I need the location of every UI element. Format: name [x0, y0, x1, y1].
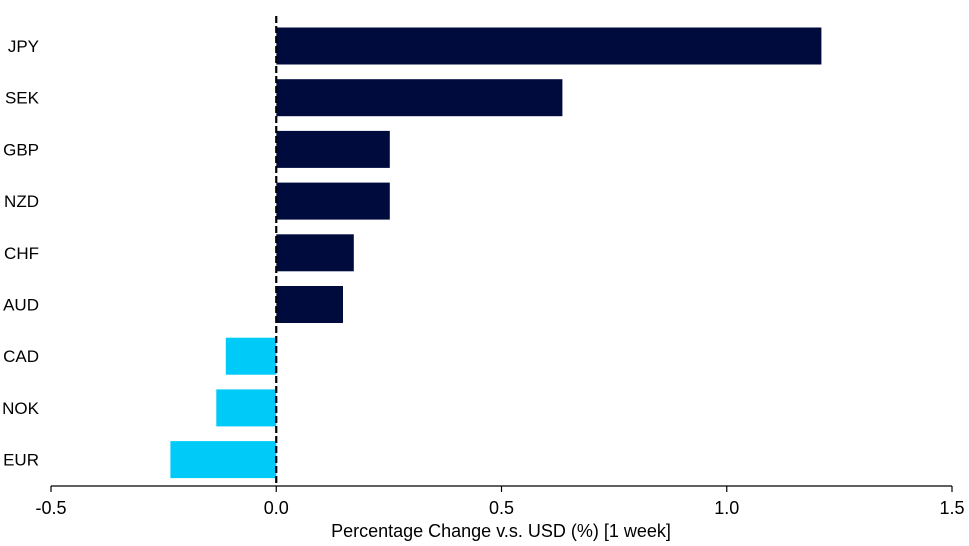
category-label-nok: NOK	[2, 399, 40, 418]
category-label-cad: CAD	[3, 347, 39, 366]
bar-jpy	[276, 27, 822, 65]
bar-sek	[276, 79, 563, 117]
x-tick-label: -0.5	[35, 498, 66, 518]
category-label-gbp: GBP	[3, 140, 39, 159]
x-axis-title: Percentage Change v.s. USD (%) [1 week]	[331, 521, 671, 541]
bar-nzd	[276, 182, 390, 220]
bar-cad	[225, 337, 277, 375]
category-label-jpy: JPY	[8, 37, 39, 56]
category-label-aud: AUD	[3, 296, 39, 315]
bar-gbp	[276, 130, 390, 168]
category-label-nzd: NZD	[4, 192, 39, 211]
x-tick-label: 0.0	[264, 498, 289, 518]
bar-eur	[170, 441, 277, 479]
bars-layer	[170, 27, 822, 479]
category-label-eur: EUR	[3, 451, 39, 470]
labels-layer: JPY SEK GBP NZD CHF AUD CAD NOK EUR -0.5 0.0 0.5 1.0…	[2, 37, 964, 518]
x-tick-label: 1.5	[939, 498, 964, 518]
bar-nok	[216, 389, 277, 427]
bar-chf	[276, 234, 354, 272]
category-label-chf: CHF	[4, 244, 39, 263]
axis-layer	[50, 16, 953, 492]
category-label-sek: SEK	[5, 89, 40, 108]
x-tick-label: 0.5	[489, 498, 514, 518]
bar-aud	[276, 286, 343, 323]
x-tick-label: 1.0	[714, 498, 739, 518]
